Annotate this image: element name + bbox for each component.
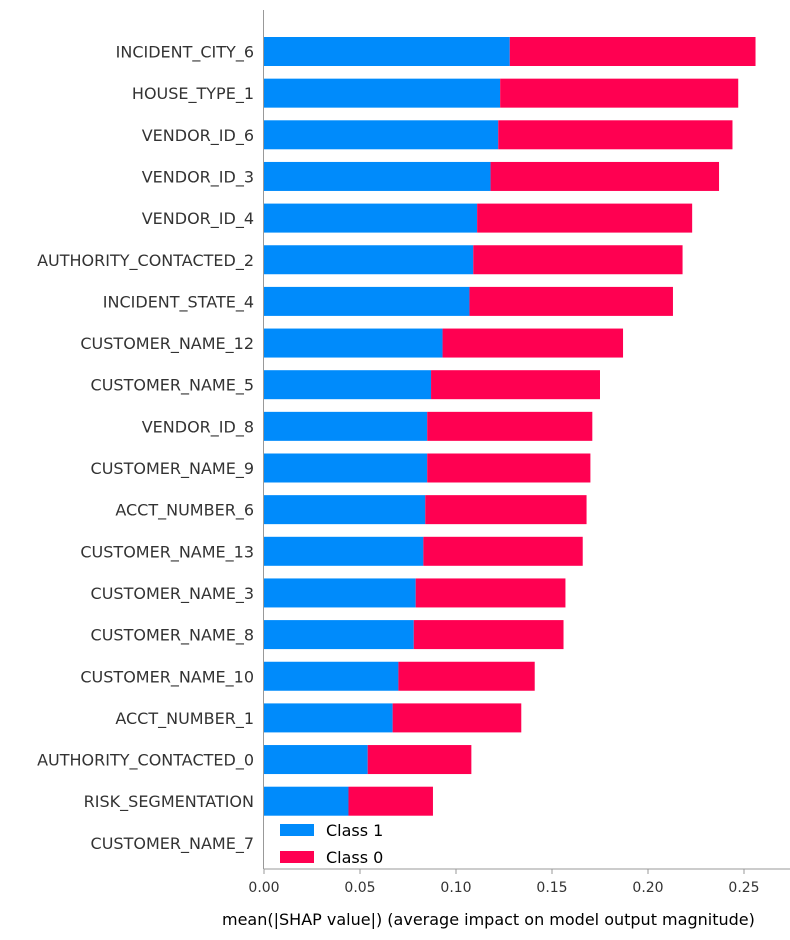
bar-class-0 [415,578,566,608]
bar-class-0 [490,161,720,191]
bar-class-1 [264,370,432,400]
bar-class-0 [427,453,591,483]
bar-class-0 [425,495,587,525]
bar-class-1 [264,453,428,483]
bar-class-1 [264,578,416,608]
bar-class-0 [392,703,522,733]
category-label: ACCT_NUMBER_6 [115,501,254,521]
category-labels: INCIDENT_CITY_6 HOUSE_TYPE_1 VENDOR_ID_6 VE… [37,43,254,854]
category-label: AUTHORITY_CONTACTED_0 [37,751,254,771]
bar-class-0 [367,745,472,775]
bar-class-0 [413,620,564,650]
legend: Class 1 Class 0 [280,821,383,867]
category-label: CUSTOMER_NAME_13 [80,542,254,562]
x-axis-ticks: 0.00 0.05 0.10 0.15 0.20 0.25 [248,869,760,896]
category-label: CUSTOMER_NAME_10 [80,667,254,687]
bar-class-1 [264,661,399,691]
bar-class-1 [264,286,470,316]
bar-class-1 [264,411,428,441]
x-axis-label: mean(|SHAP value|) (average impact on mo… [222,910,755,929]
bar-class-1 [264,120,499,150]
x-tick-label: 0.05 [344,880,375,896]
bar-class-0 [477,203,693,233]
category-label: HOUSE_TYPE_1 [132,84,254,104]
bar-class-1 [264,328,443,358]
legend-label-class-0: Class 0 [326,848,383,867]
legend-label-class-1: Class 1 [326,821,383,840]
x-tick-label: 0.00 [248,880,279,896]
bar-class-0 [427,411,593,441]
bar-class-0 [431,370,600,400]
category-label: INCIDENT_STATE_4 [103,292,254,312]
bar-class-0 [473,245,683,275]
bar-class-0 [509,37,756,66]
category-label: VENDOR_ID_8 [142,417,254,437]
category-label: CUSTOMER_NAME_7 [91,834,254,854]
category-label: RISK_SEGMENTATION [84,792,254,812]
x-tick-label: 0.20 [632,880,663,896]
bar-class-1 [264,203,478,233]
bar-class-1 [264,745,368,775]
bar-class-1 [264,620,414,650]
category-label: CUSTOMER_NAME_8 [91,626,254,646]
bar-class-0 [423,536,583,566]
category-label: ACCT_NUMBER_1 [115,709,254,729]
category-label: CUSTOMER_NAME_12 [80,334,254,354]
bar-class-1 [264,78,501,108]
bar-class-0 [398,661,535,691]
bar-class-0 [469,286,673,316]
x-tick-label: 0.10 [440,880,471,896]
x-tick-label: 0.15 [536,880,567,896]
category-label: VENDOR_ID_3 [142,167,254,187]
category-label: CUSTOMER_NAME_9 [91,459,254,479]
bars-group [264,37,756,816]
category-label: VENDOR_ID_6 [142,126,254,146]
bar-class-1 [264,161,491,191]
category-label: AUTHORITY_CONTACTED_2 [37,251,254,271]
bar-class-0 [348,786,433,816]
legend-swatch-class-0 [280,851,314,863]
legend-swatch-class-1 [280,824,314,836]
bar-class-1 [264,786,349,816]
category-label: CUSTOMER_NAME_3 [91,584,254,604]
bar-class-1 [264,703,393,733]
category-label: CUSTOMER_NAME_5 [91,376,254,396]
bar-class-1 [264,37,510,66]
category-label: VENDOR_ID_4 [142,209,254,229]
bar-class-0 [498,120,733,150]
bar-class-1 [264,245,474,275]
bar-class-1 [264,495,426,525]
bar-class-0 [500,78,739,108]
x-tick-label: 0.25 [728,880,759,896]
category-label: INCIDENT_CITY_6 [116,43,254,63]
bar-class-1 [264,536,424,566]
bar-class-0 [442,328,624,358]
